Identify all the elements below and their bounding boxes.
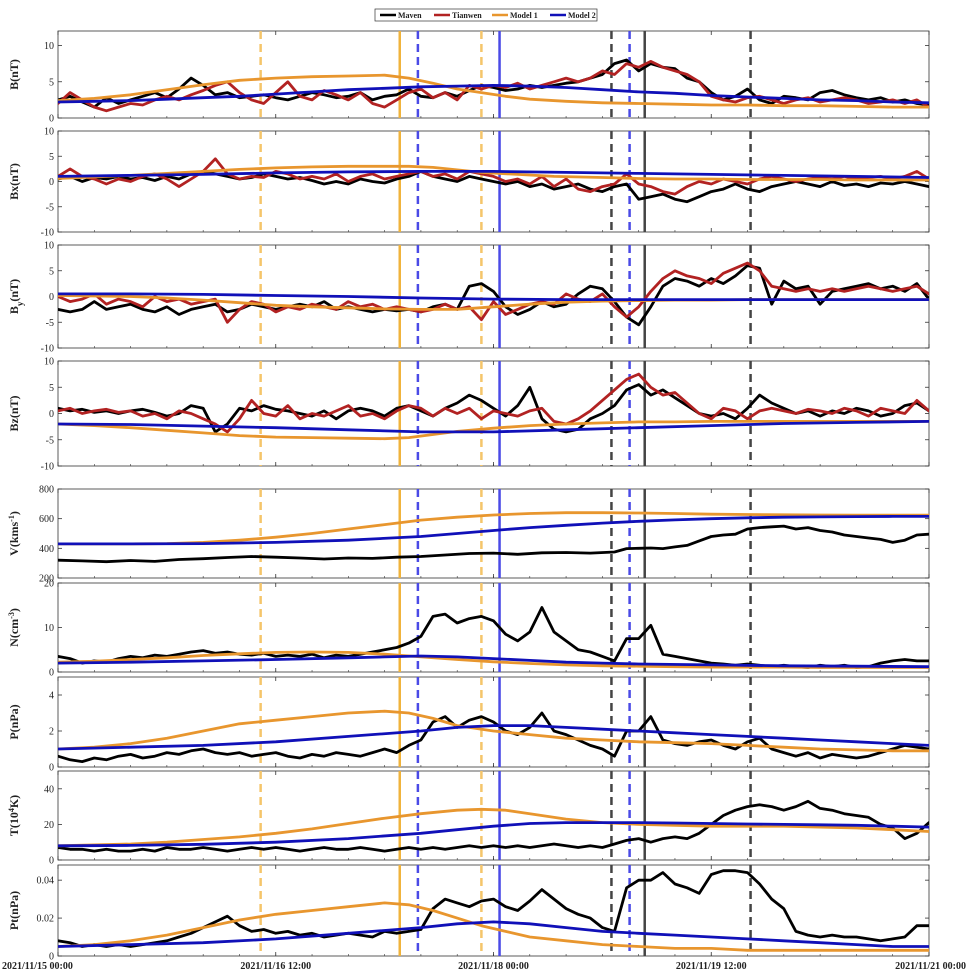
y-tick-label: 0 bbox=[49, 292, 54, 303]
series-maven bbox=[58, 524, 929, 564]
series-model-2 bbox=[58, 292, 929, 302]
legend-label: Model 1 bbox=[510, 11, 538, 20]
series-maven bbox=[58, 711, 929, 763]
y-tick-label: 10 bbox=[44, 41, 54, 52]
panel-frame bbox=[57, 582, 930, 673]
y-tick-label: -5 bbox=[46, 435, 54, 446]
series-model-1 bbox=[58, 709, 929, 753]
panel-5: 200 400 600 800 V(kms-1) bbox=[7, 485, 930, 585]
y-tick-label: 20 bbox=[44, 820, 54, 831]
series-model-2 bbox=[58, 419, 929, 434]
panel-7: 0 2 4 P(nPa) bbox=[7, 676, 930, 774]
y-tick-label: 10 bbox=[44, 623, 54, 634]
panel-8: 0 20 40 T(104K) bbox=[7, 770, 930, 867]
y-tick-label: -10 bbox=[41, 344, 54, 355]
panel-6: 0 10 20 N(cm-3) bbox=[7, 579, 930, 679]
y-tick-label: 0.02 bbox=[37, 914, 55, 925]
panel-4: -10 -5 0 5 10 Bz(nT) bbox=[7, 357, 930, 473]
y-tick-label: 2 bbox=[49, 727, 54, 738]
y-axis-label: V(kms-1) bbox=[7, 511, 22, 556]
legend: Maven Tianwen Model 1 Model 2 bbox=[374, 8, 598, 22]
legend-box bbox=[374, 8, 598, 22]
panel-1: 0 5 10 B(nT) bbox=[7, 30, 930, 125]
y-axis-label: Pt(nPa) bbox=[7, 891, 21, 930]
series-model-2 bbox=[58, 920, 929, 948]
y-tick-label: 0 bbox=[49, 856, 54, 867]
legend-label: Maven bbox=[398, 11, 422, 20]
series-tianwen bbox=[58, 261, 929, 324]
y-tick-label: 10 bbox=[44, 241, 54, 252]
y-tick-label: 20 bbox=[44, 579, 54, 590]
x-tick-label: 2021/11/15 00:00 bbox=[2, 961, 73, 972]
y-tick-label: 200 bbox=[39, 574, 54, 585]
panel-9: 0 0.02 0.04 Pt(nPa) bbox=[7, 864, 930, 963]
series-model-1 bbox=[58, 511, 929, 546]
y-tick-label: 40 bbox=[44, 784, 54, 795]
y-tick-label: 4 bbox=[49, 691, 54, 702]
y-axis-label: N(cm-3) bbox=[7, 608, 22, 647]
y-axis-label: B(nT) bbox=[7, 59, 21, 90]
x-tick-label: 2021/11/18 00:00 bbox=[458, 961, 529, 972]
series-model-2 bbox=[58, 821, 929, 848]
y-tick-label: 0 bbox=[49, 409, 54, 420]
legend-label: Tianwen bbox=[452, 11, 482, 20]
series-model-2 bbox=[58, 84, 929, 105]
y-tick-label: -5 bbox=[46, 202, 54, 213]
y-tick-label: 400 bbox=[39, 544, 54, 555]
legend-label: Model 2 bbox=[568, 11, 596, 20]
panel-frame bbox=[57, 244, 930, 349]
y-axis-label: T(104K) bbox=[7, 795, 22, 836]
x-tick-label: 2021/11/16 12:00 bbox=[240, 961, 311, 972]
panel-3: -10 -5 0 5 10 By(nT) bbox=[7, 241, 930, 355]
y-tick-label: 600 bbox=[39, 514, 54, 525]
panel-frame bbox=[57, 488, 930, 579]
y-tick-label: 5 bbox=[49, 266, 54, 277]
y-tick-label: 0 bbox=[49, 177, 54, 188]
y-tick-label: 5 bbox=[49, 383, 54, 394]
y-tick-label: 10 bbox=[44, 357, 54, 368]
series-model-1 bbox=[58, 901, 929, 952]
y-tick-label: 0 bbox=[49, 763, 54, 774]
y-tick-label: -10 bbox=[41, 228, 54, 239]
series-model-2 bbox=[58, 515, 929, 546]
y-axis-label: Bz(nT) bbox=[7, 395, 21, 431]
y-tick-label: 0 bbox=[49, 668, 54, 679]
x-tick-label: 2021/11/19 12:00 bbox=[676, 961, 747, 972]
x-tick-label: 2021/11/21 00:00 bbox=[895, 961, 966, 972]
y-axis-label: P(nPa) bbox=[7, 704, 21, 739]
series-tianwen bbox=[58, 372, 929, 434]
series-model-1 bbox=[58, 73, 929, 109]
y-tick-label: 800 bbox=[39, 485, 54, 496]
series-maven bbox=[58, 799, 929, 853]
series-model-2 bbox=[58, 169, 929, 179]
y-tick-label: 5 bbox=[49, 77, 54, 88]
y-tick-label: 0 bbox=[49, 114, 54, 125]
series-model-1 bbox=[58, 419, 929, 441]
y-axis-label: By(nT) bbox=[7, 279, 25, 314]
y-tick-label: 10 bbox=[44, 127, 54, 138]
series-maven bbox=[58, 264, 929, 327]
y-tick-label: 0.04 bbox=[37, 876, 55, 887]
y-tick-label: 5 bbox=[49, 152, 54, 163]
series-model-1 bbox=[58, 807, 929, 848]
y-axis-label: Bx(nT) bbox=[7, 163, 21, 200]
y-tick-label: -10 bbox=[41, 462, 54, 473]
panel-2: -10 -5 0 5 10 Bx(nT) bbox=[7, 127, 930, 239]
series-model-2 bbox=[58, 724, 929, 751]
y-tick-label: -5 bbox=[46, 318, 54, 329]
y-tick-label: 0 bbox=[49, 952, 54, 963]
series-model-2 bbox=[58, 654, 929, 669]
series-maven bbox=[58, 383, 929, 434]
